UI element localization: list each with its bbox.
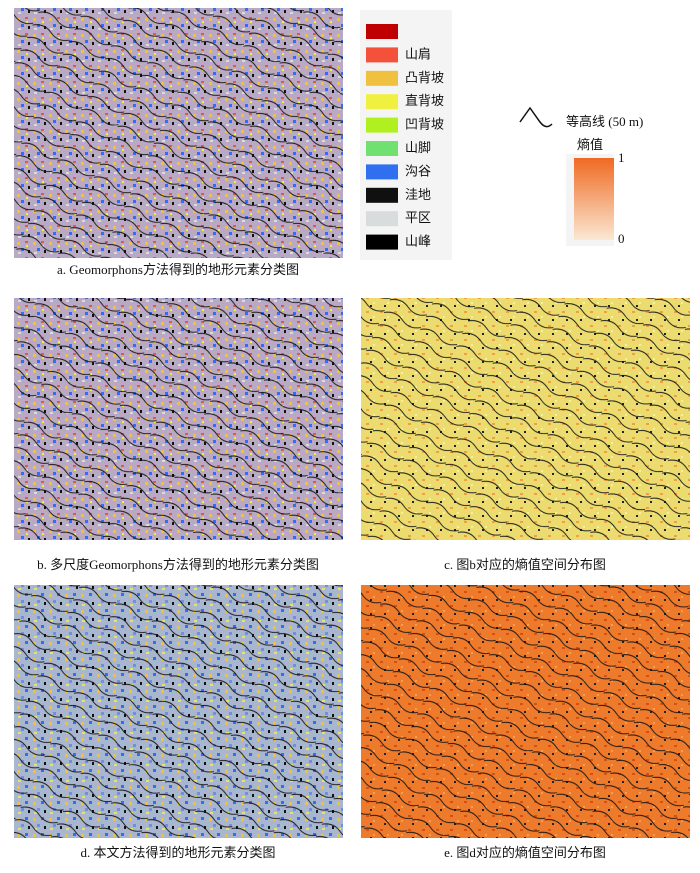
- legend-label: 洼地: [405, 187, 431, 202]
- map-a: [14, 8, 343, 258]
- map-e: [361, 585, 690, 838]
- caption: a. Geomorphons方法得到的地形元素分类图: [57, 262, 299, 277]
- caption: d. 本文方法得到的地形元素分类图: [80, 845, 275, 860]
- contour-label: 等高线 (50 m): [566, 114, 643, 129]
- legend-swatch: [366, 187, 398, 203]
- legend-swatch: [366, 94, 398, 110]
- entropy-max: 1: [618, 150, 625, 165]
- map-c: [361, 298, 690, 540]
- map-b: [14, 298, 343, 540]
- entropy-title: 熵值: [577, 137, 603, 152]
- map-d: [14, 585, 343, 838]
- caption: e. 图d对应的熵值空间分布图: [444, 845, 606, 860]
- legend-swatch: [366, 141, 398, 156]
- legend-swatch: [366, 70, 398, 86]
- legend-swatch: [366, 164, 398, 180]
- legend-swatch: [366, 47, 398, 63]
- legend-label: 山脚: [405, 140, 431, 155]
- legend-swatch: [366, 24, 398, 39]
- caption: b. 多尺度Geomorphons方法得到的地形元素分类图: [37, 557, 319, 572]
- legend-label: 凹背坡: [405, 117, 444, 132]
- legend-label: 凸背坡: [405, 70, 444, 85]
- legend-swatch: [366, 117, 398, 133]
- legend-label: 山峰: [405, 234, 431, 249]
- legend-label: 沟谷: [405, 163, 431, 178]
- entropy-min: 0: [618, 231, 625, 246]
- legend-label: 平区: [405, 210, 431, 225]
- legend-label: 山肩: [405, 46, 431, 61]
- entropy-gradient: [574, 158, 614, 240]
- caption: c. 图b对应的熵值空间分布图: [444, 557, 606, 572]
- legend-swatch: [366, 211, 398, 227]
- legend-swatch: [366, 234, 398, 250]
- contour-icon: [519, 106, 553, 128]
- legend-label: 直背坡: [405, 93, 444, 108]
